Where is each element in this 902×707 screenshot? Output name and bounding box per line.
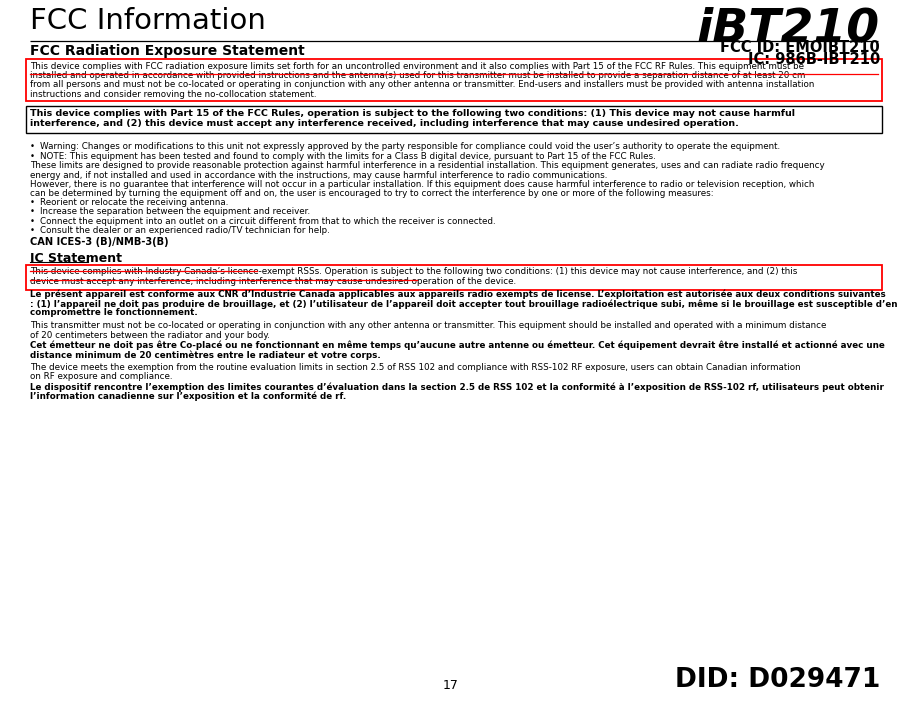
Text: This device complies with Industry Canada’s licence-exempt RSSs. Operation is su: This device complies with Industry Canad… xyxy=(30,267,797,276)
Text: This device complies with Part 15 of the FCC Rules, operation is subject to the : This device complies with Part 15 of the… xyxy=(30,109,795,118)
Text: FCC Information: FCC Information xyxy=(30,7,266,35)
Text: on RF exposure and compliance.: on RF exposure and compliance. xyxy=(30,373,172,381)
Text: IC: 986B-IBT210: IC: 986B-IBT210 xyxy=(748,52,880,67)
Text: from all persons and must not be co-located or operating in conjunction with any: from all persons and must not be co-loca… xyxy=(30,81,815,89)
Text: Increase the separation between the equipment and receiver.: Increase the separation between the equi… xyxy=(40,207,310,216)
Text: The device meets the exemption from the routine evaluation limits in section 2.5: The device meets the exemption from the … xyxy=(30,363,801,372)
Text: DID: D029471: DID: D029471 xyxy=(675,667,880,693)
Text: This device complies with FCC radiation exposure limits set forth for an uncontr: This device complies with FCC radiation … xyxy=(30,62,804,71)
Text: These limits are designed to provide reasonable protection against harmful inter: These limits are designed to provide rea… xyxy=(30,161,824,170)
Text: energy and, if not installed and used in accordance with the instructions, may c: energy and, if not installed and used in… xyxy=(30,170,607,180)
Text: Warning: Changes or modifications to this unit not expressly approved by the par: Warning: Changes or modifications to thi… xyxy=(40,142,780,151)
Text: compromettre le fonctionnement.: compromettre le fonctionnement. xyxy=(30,308,198,317)
Text: l’information canadienne sur l’exposition et la conformité de rf.: l’information canadienne sur l’expositio… xyxy=(30,392,346,402)
Text: of 20 centimeters between the radiator and your body.: of 20 centimeters between the radiator a… xyxy=(30,331,270,339)
Text: Consult the dealer or an experienced radio/TV technician for help.: Consult the dealer or an experienced rad… xyxy=(40,226,330,235)
Text: •: • xyxy=(30,142,35,151)
Text: Reorient or relocate the receiving antenna.: Reorient or relocate the receiving anten… xyxy=(40,198,228,207)
Text: 17: 17 xyxy=(443,679,459,692)
Text: Connect the equipment into an outlet on a circuit different from that to which t: Connect the equipment into an outlet on … xyxy=(40,216,495,226)
Text: •: • xyxy=(30,207,35,216)
Text: FCC Radiation Exposure Statement: FCC Radiation Exposure Statement xyxy=(30,44,305,58)
Bar xyxy=(26,59,882,101)
Text: NOTE: This equipment has been tested and found to comply with the limits for a C: NOTE: This equipment has been tested and… xyxy=(40,152,656,161)
Text: distance minimum de 20 centimètres entre le radiateur et votre corps.: distance minimum de 20 centimètres entre… xyxy=(30,350,381,359)
Text: Le présent appareil est conforme aux CNR d’Industrie Canada applicables aux appa: Le présent appareil est conforme aux CNR… xyxy=(30,290,886,299)
Text: Cet émetteur ne doit pas être Co-placé ou ne fonctionnant en même temps qu’aucun: Cet émetteur ne doit pas être Co-placé o… xyxy=(30,341,885,350)
Text: This transmitter must not be co-located or operating in conjunction with any oth: This transmitter must not be co-located … xyxy=(30,322,826,330)
Bar xyxy=(26,106,882,133)
Text: interference, and (2) this device must accept any interference received, includi: interference, and (2) this device must a… xyxy=(30,119,739,128)
Text: However, there is no guarantee that interference will not occur in a particular : However, there is no guarantee that inte… xyxy=(30,180,815,189)
Bar xyxy=(26,265,882,290)
Text: installed and operated in accordance with provided instructions and the antenna(: installed and operated in accordance wit… xyxy=(30,71,805,80)
Text: Le dispositif rencontre l’exemption des limites courantes d’évaluation dans la s: Le dispositif rencontre l’exemption des … xyxy=(30,382,884,392)
Text: CAN ICES-3 (B)/NMB-3(B): CAN ICES-3 (B)/NMB-3(B) xyxy=(30,237,169,247)
Text: iBT210: iBT210 xyxy=(697,7,880,52)
Text: •: • xyxy=(30,198,35,207)
Text: : (1) l’appareil ne doit pas produire de brouillage, et (2) l’utilisateur de l’a: : (1) l’appareil ne doit pas produire de… xyxy=(30,299,897,308)
Text: can be determined by turning the equipment off and on, the user is encouraged to: can be determined by turning the equipme… xyxy=(30,189,713,198)
Text: •: • xyxy=(30,226,35,235)
Text: IC Statement: IC Statement xyxy=(30,252,122,265)
Text: •: • xyxy=(30,216,35,226)
Text: •: • xyxy=(30,152,35,161)
Text: device must accept any interference, including interference that may cause undes: device must accept any interference, inc… xyxy=(30,276,516,286)
Text: FCC ID: EMOIBT210: FCC ID: EMOIBT210 xyxy=(721,40,880,55)
Text: instructions and consider removing the no-collocation statement.: instructions and consider removing the n… xyxy=(30,90,317,98)
